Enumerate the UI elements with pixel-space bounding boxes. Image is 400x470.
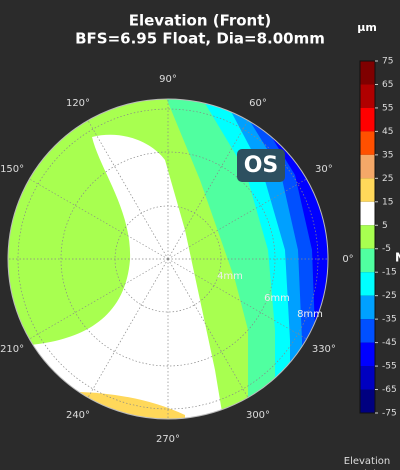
colorbar-band <box>360 272 375 296</box>
colorbar-band <box>360 84 375 108</box>
colorbar-tick-label: -35 <box>382 315 397 325</box>
colorbar-tick-label: 75 <box>382 57 393 67</box>
colorbar-tick-label: 25 <box>382 174 393 184</box>
colorbar-band <box>360 248 375 273</box>
colorbar-tick-label: -55 <box>382 362 397 372</box>
angle-label: 300° <box>246 410 270 421</box>
subtitle: BFS=6.95 Float, Dia=8.00mm <box>75 30 325 48</box>
angle-label: 90° <box>159 74 177 85</box>
colorbar-tick-label: -5 <box>382 244 391 254</box>
colorbar-band <box>360 107 375 132</box>
colorbar-band <box>360 61 375 85</box>
spoke <box>29 258 169 340</box>
colorbar-band <box>360 201 375 226</box>
ring-label: 8mm <box>297 309 323 320</box>
ring-label: 4mm <box>217 271 243 282</box>
title: Elevation (Front) <box>129 12 272 30</box>
colorbar-band <box>360 154 375 179</box>
colorbar-tick-label: -15 <box>382 268 397 278</box>
eye-badge <box>237 149 285 182</box>
spoke <box>167 258 249 398</box>
colorbar-band <box>360 389 375 413</box>
colorbar-tick-label: -75 <box>382 409 397 419</box>
footer-label: Elevation <box>344 456 390 467</box>
angle-label: 60° <box>249 98 267 109</box>
angle-label: 150° <box>0 164 24 175</box>
angle-label: 30° <box>315 164 333 175</box>
angle-label: 210° <box>0 344 24 355</box>
map-border <box>7 98 329 420</box>
colorbar-tick-label: 15 <box>382 197 393 207</box>
side-label: N <box>395 251 400 265</box>
angle-label: 330° <box>312 344 336 355</box>
spoke <box>167 178 307 260</box>
colorbar-tick-label: -45 <box>382 338 397 348</box>
angle-label: 120° <box>66 98 90 109</box>
eye-label: OS <box>244 153 279 178</box>
colorbar-band <box>360 342 375 367</box>
spoke <box>167 258 307 340</box>
colorbar-unit: µm <box>357 21 377 34</box>
colorbar-band <box>360 225 375 249</box>
colorbar-frame <box>359 60 376 414</box>
colorbar-tick-label: 5 <box>382 221 388 231</box>
colorbar-tick-label: -25 <box>382 291 397 301</box>
colorbar-tick-label: 45 <box>382 127 393 137</box>
spoke <box>87 120 169 260</box>
spoke <box>29 178 169 260</box>
colorbar-band <box>360 178 375 202</box>
colorbar-tick-label: 35 <box>382 150 393 160</box>
colorbar-band <box>360 319 375 343</box>
colorbar-tick-label: -65 <box>382 385 397 395</box>
colorbar-band <box>360 366 375 390</box>
colorbar-tick-label: 55 <box>382 103 393 113</box>
spoke <box>167 120 249 260</box>
ring-label: 6mm <box>264 293 290 304</box>
angle-label: 270° <box>156 434 180 445</box>
colorbar-band <box>360 131 375 155</box>
angle-label: 0° <box>342 254 353 265</box>
colorbar-tick-label: 65 <box>382 80 393 90</box>
spoke <box>87 258 169 398</box>
colorbar-band <box>360 295 375 320</box>
angle-label: 240° <box>66 410 90 421</box>
polar-grid <box>8 99 328 419</box>
